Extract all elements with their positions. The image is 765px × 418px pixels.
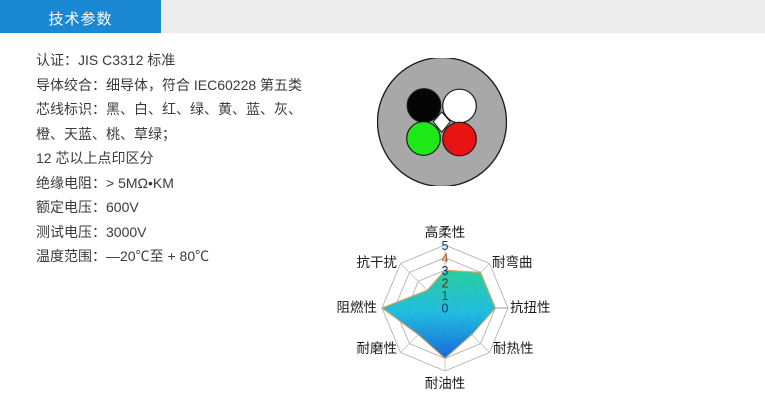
svg-text:耐弯曲: 耐弯曲 [492,254,533,270]
svg-text:高柔性: 高柔性 [425,224,466,240]
svg-text:0: 0 [442,302,449,316]
svg-text:抗干扰: 抗干扰 [357,255,398,270]
svg-text:抗扭性: 抗扭性 [510,300,551,315]
svg-text:阻燃性: 阻燃性 [337,299,378,315]
svg-text:耐油性: 耐油性 [425,376,466,391]
svg-text:耐磨性: 耐磨性 [357,341,398,356]
svg-text:耐热性: 耐热性 [493,341,534,356]
